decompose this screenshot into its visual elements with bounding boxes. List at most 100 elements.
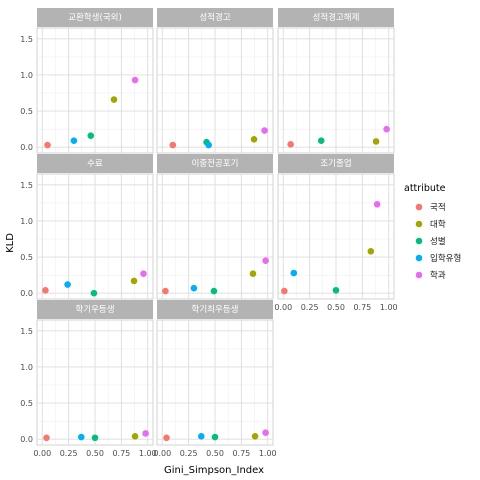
x-tick-label: 0.50 [86,449,104,458]
data-point-hakgwa [140,270,147,278]
data-point-daehak [130,277,138,285]
legend-key-daehak [415,220,423,228]
legend-key-ipsi [415,254,423,262]
facet-strip-label: 이중전공포기 [192,158,239,169]
x-tick-label: 1.00 [380,303,398,312]
legend-label: 학과 [430,270,446,281]
y-tick-label: 0.0 [20,143,33,152]
data-point-gukjeok [43,434,50,442]
data-point-daehak [367,248,375,255]
data-point-daehak [249,270,257,278]
data-point-ipsi [197,433,205,440]
facet-panel: 수료 0.0 0.5 1.0 1.5 [20,154,154,300]
data-point-gukjeok [169,141,177,149]
data-point-seongbyeol [87,132,95,139]
facet-panel: 교환학생(국외) 0.0 0.5 1.0 1.5 [20,8,154,154]
facet-strip [278,154,394,173]
legend-label: 대학 [430,219,446,230]
data-point-gukjeok [281,287,288,295]
data-point-daehak [372,138,380,145]
data-point-ipsi [70,137,78,145]
x-tick-label: 0.00 [153,449,171,458]
data-point-gukjeok [287,141,294,148]
legend-key-hakgwa [415,271,423,279]
data-point-seongbyeol [90,289,98,297]
facet-strip-label: 성적경고 [199,12,230,23]
data-point-gukjeok [44,141,51,149]
data-point-seongbyeol [317,137,325,145]
legend-label: 성별 [430,236,446,247]
data-point-seongbyeol [91,434,99,442]
y-tick-label: 0.0 [20,435,33,444]
facet-strip-label: 학기최우등생 [192,304,239,315]
facet-strip-label: 학기우등생 [75,304,114,315]
facet-strip-label: 조기졸업 [320,159,351,169]
data-point-daehak [250,135,258,143]
facet-strip-label: 수료 [87,159,103,169]
data-point-ipsi [190,284,198,292]
y-tick-label: 1.5 [20,35,33,44]
facet-strip [157,300,273,319]
facet-strip [157,8,273,27]
x-tick-label: 0.75 [112,449,130,458]
legend-key-seongbyeol [415,237,423,245]
facet-panel: 성적경고 [156,8,274,154]
data-point-ipsi [290,269,298,277]
data-point-hakgwa [383,125,390,133]
data-point-hakgwa [262,257,269,265]
x-tick-label: 0.25 [60,449,78,458]
legend-key-gukjeok [415,203,423,211]
legend-title: attribute [404,183,446,194]
facet-strip [37,8,153,27]
data-point-ipsi [64,281,71,288]
data-point-hakgwa [131,76,139,84]
data-point-gukjeok [42,287,49,294]
data-point-seongbyeol [210,287,218,295]
data-point-daehak [131,433,139,440]
facet-strip [157,154,273,173]
y-tick-label: 1.0 [20,363,33,372]
data-point-hakgwa [142,430,149,437]
x-tick-label: 1.00 [139,449,157,458]
y-tick-label: 0.0 [20,289,33,298]
facet-panel: 이중전공포기 [156,154,274,300]
y-axis-title: KLD [5,233,16,253]
data-point-hakgwa [262,429,269,437]
facet-panel: 학기우등생 0.0 0.5 1.0 1.5 0.00 0.25 0.50 0.75 1.00 [20,300,157,458]
data-point-daehak [110,96,118,103]
data-point-seongbyeol [211,433,219,441]
x-tick-label: 0.00 [33,449,51,458]
facet-strip [37,154,153,173]
x-axis-title: Gini_Simpson_Index [164,465,264,476]
facet-strip [37,300,153,319]
data-point-gukjeok [162,287,169,295]
x-tick-label: 0.75 [353,303,371,312]
facet-strip-label: 성적경고해제 [313,12,360,23]
x-tick-label: 0.75 [232,449,250,458]
y-tick-label: 1.5 [20,181,33,190]
y-tick-label: 1.0 [20,71,33,80]
data-point-seongbyeol [332,287,340,294]
facet-strip [278,8,394,27]
data-point-ipsi [205,141,212,149]
y-tick-label: 1.5 [20,327,33,336]
x-tick-label: 0.25 [180,449,198,458]
legend-label: 국적 [430,202,446,213]
facet-panel: 성적경고해제 [277,8,395,154]
y-tick-label: 0.5 [20,253,33,262]
y-tick-label: 0.5 [20,107,33,116]
data-point-hakgwa [373,201,381,208]
x-tick-label: 0.50 [327,303,345,312]
y-tick-label: 1.0 [20,217,33,226]
facet-panel: 학기최우등생 0.00 0.25 0.50 0.75 1.00 [153,300,277,458]
data-point-ipsi [77,433,85,441]
facet-strip-label: 교환학생(국외) [68,12,122,23]
legend-label: 입학유형 [430,253,461,264]
x-tick-label: 0.50 [206,449,224,458]
x-tick-label: 0.25 [301,303,319,312]
data-point-gukjeok [163,434,170,442]
data-point-daehak [251,433,259,440]
facet-panel: 조기졸업 0.00 0.25 0.50 0.75 1.00 [274,154,398,312]
